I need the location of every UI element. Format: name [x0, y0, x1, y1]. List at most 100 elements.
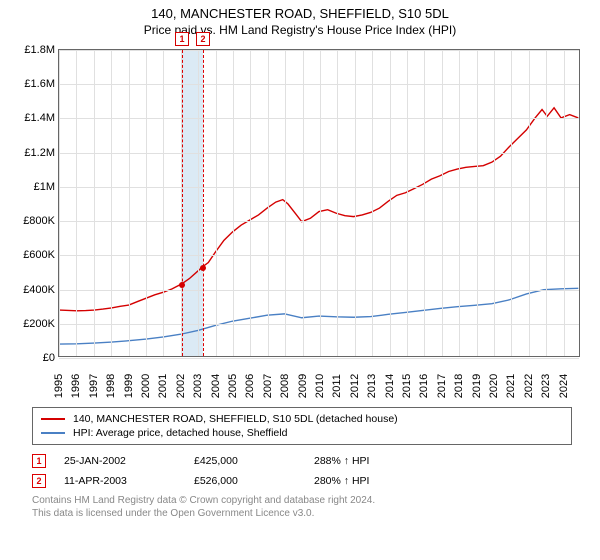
marker-icon: 1 [32, 454, 46, 468]
x-tick-label: 1995 [53, 374, 65, 398]
gridline-v [233, 50, 234, 356]
x-tick-label: 2003 [192, 374, 204, 398]
gridline-v [477, 50, 478, 356]
gridline-h [59, 84, 579, 85]
gridline-v [250, 50, 251, 356]
y-tick-label: £0 [11, 352, 55, 364]
x-tick-label: 2022 [523, 374, 535, 398]
footnote-line: Contains HM Land Registry data © Crown c… [32, 495, 572, 508]
x-tick-label: 2005 [227, 374, 239, 398]
gridline-h [59, 50, 579, 51]
gridline-v [407, 50, 408, 356]
chart: £0£200K£400K£600K£800K£1M£1.2M£1.4M£1.6M… [10, 43, 590, 403]
x-tick-label: 2010 [314, 374, 326, 398]
page-title: 140, MANCHESTER ROAD, SHEFFIELD, S10 5DL [0, 6, 600, 21]
footnote: Contains HM Land Registry data © Crown c… [32, 495, 572, 520]
y-tick-label: £400K [11, 284, 55, 296]
x-tick-label: 2007 [262, 374, 274, 398]
legend-label: HPI: Average price, detached house, Shef… [73, 427, 287, 439]
x-tick-label: 2006 [244, 374, 256, 398]
x-tick-label: 2016 [418, 374, 430, 398]
gridline-v [76, 50, 77, 356]
gridline-v [564, 50, 565, 356]
txn-pct: 288% ↑ HPI [314, 455, 444, 467]
x-tick-label: 2020 [488, 374, 500, 398]
plot-area: £0£200K£400K£600K£800K£1M£1.2M£1.4M£1.6M… [58, 49, 580, 357]
gridline-h [59, 358, 579, 359]
x-tick-label: 2023 [540, 374, 552, 398]
gridline-v [390, 50, 391, 356]
y-tick-label: £600K [11, 249, 55, 261]
gridline-v [459, 50, 460, 356]
gridline-h [59, 324, 579, 325]
x-tick-label: 2000 [140, 374, 152, 398]
gridline-v [355, 50, 356, 356]
gridline-v [529, 50, 530, 356]
x-tick-label: 1997 [88, 374, 100, 398]
gridline-v [546, 50, 547, 356]
gridline-v [198, 50, 199, 356]
y-tick-label: £200K [11, 318, 55, 330]
legend-swatch [41, 432, 65, 434]
footnote-line: This data is licensed under the Open Gov… [32, 508, 572, 521]
gridline-v [303, 50, 304, 356]
x-tick-label: 2013 [366, 374, 378, 398]
gridline-v [424, 50, 425, 356]
table-row: 1 25-JAN-2002 £425,000 288% ↑ HPI [32, 451, 572, 471]
txn-price: £425,000 [194, 455, 314, 467]
x-tick-label: 2018 [453, 374, 465, 398]
txn-price: £526,000 [194, 475, 314, 487]
marker-icon: 1 [175, 32, 189, 46]
gridline-v [337, 50, 338, 356]
series-svg [59, 50, 579, 356]
marker-icon: 2 [32, 474, 46, 488]
event-dash-line [203, 50, 204, 356]
series-hpi [60, 288, 579, 344]
gridline-v [59, 50, 60, 356]
gridline-h [59, 255, 579, 256]
y-tick-label: £800K [11, 215, 55, 227]
gridline-v [320, 50, 321, 356]
x-tick-label: 2011 [331, 374, 343, 398]
gridline-h [59, 153, 579, 154]
x-tick-label: 2017 [436, 374, 448, 398]
x-tick-label: 2009 [297, 374, 309, 398]
x-tick-label: 2008 [279, 374, 291, 398]
gridline-v [494, 50, 495, 356]
gridline-v [111, 50, 112, 356]
transactions-table: 1 25-JAN-2002 £425,000 288% ↑ HPI 2 11-A… [32, 451, 572, 491]
gridline-v [268, 50, 269, 356]
x-tick-label: 2021 [505, 374, 517, 398]
y-tick-label: £1.2M [11, 147, 55, 159]
gridline-h [59, 290, 579, 291]
series-paid [60, 108, 579, 311]
marker-icon: 2 [196, 32, 210, 46]
x-tick-label: 2019 [471, 374, 483, 398]
gridline-h [59, 221, 579, 222]
gridline-h [59, 118, 579, 119]
x-tick-label: 1996 [70, 374, 82, 398]
gridline-h [59, 187, 579, 188]
gridline-v [285, 50, 286, 356]
x-tick-label: 2024 [558, 374, 570, 398]
gridline-v [442, 50, 443, 356]
legend-item: 140, MANCHESTER ROAD, SHEFFIELD, S10 5DL… [41, 412, 563, 426]
gridline-v [216, 50, 217, 356]
x-tick-label: 2002 [175, 374, 187, 398]
event-dash-line [182, 50, 183, 356]
legend-label: 140, MANCHESTER ROAD, SHEFFIELD, S10 5DL… [73, 413, 398, 425]
x-tick-label: 1998 [105, 374, 117, 398]
txn-pct: 280% ↑ HPI [314, 475, 444, 487]
table-row: 2 11-APR-2003 £526,000 280% ↑ HPI [32, 471, 572, 491]
x-tick-label: 2004 [210, 374, 222, 398]
gridline-v [129, 50, 130, 356]
txn-date: 25-JAN-2002 [64, 455, 194, 467]
data-point-dot [200, 265, 206, 271]
x-tick-label: 2012 [349, 374, 361, 398]
gridline-v [372, 50, 373, 356]
legend-swatch [41, 418, 65, 420]
gridline-v [511, 50, 512, 356]
gridline-v [163, 50, 164, 356]
x-tick-label: 2014 [384, 374, 396, 398]
x-tick-label: 2015 [401, 374, 413, 398]
